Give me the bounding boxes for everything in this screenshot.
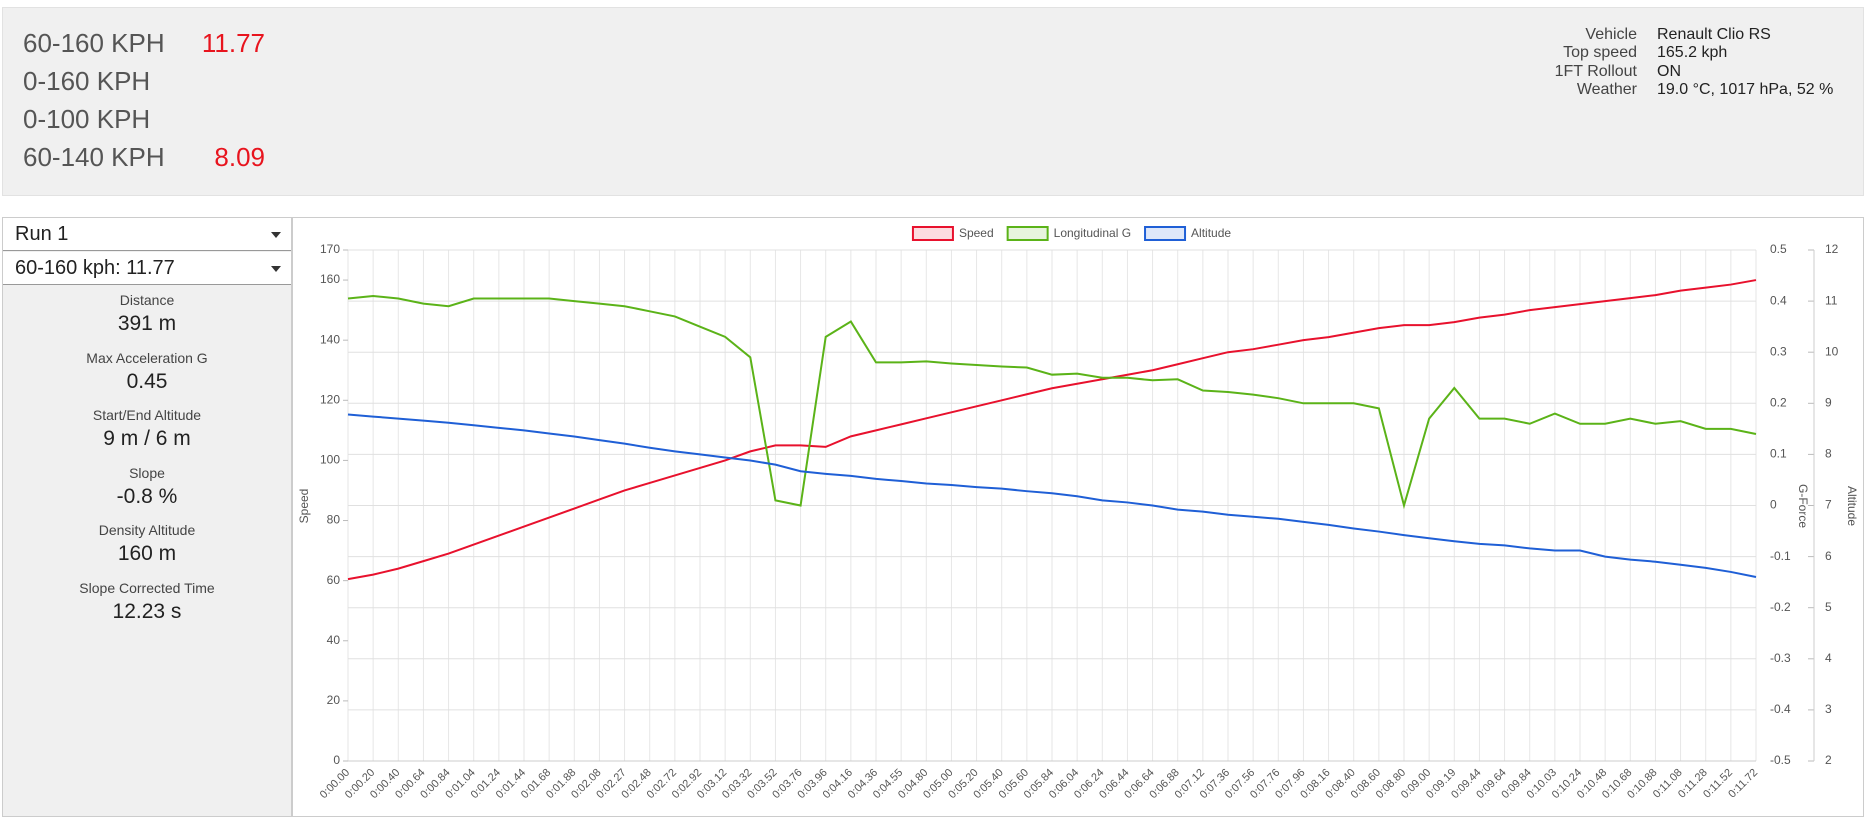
y3-tick-label: 2: [1825, 753, 1832, 767]
y2-tick-label: 0.4: [1770, 293, 1787, 307]
vehicle-value: 19.0 °C, 1017 hPa, 52 %: [1657, 80, 1834, 98]
series-line: [347, 294, 1757, 510]
y3-axis-title: Altitude: [1845, 486, 1859, 526]
y3-tick-label: 10: [1825, 344, 1839, 358]
y3-tick-label: 11: [1825, 293, 1838, 307]
y3-tick-label: 12: [1825, 242, 1839, 256]
stat-value: 0.45: [126, 369, 168, 393]
result-value: 11.77: [201, 28, 265, 58]
chart: 0:00.000:00.200:00.400:00.640:00.840:01.…: [292, 217, 1864, 817]
segment-select[interactable]: 60-160 kph: 11.77: [3, 252, 291, 285]
y2-tick-label: -0.2: [1770, 600, 1791, 614]
legend-swatch: [911, 226, 954, 241]
stat-value: 391 m: [117, 312, 177, 335]
y-tick-label: 160: [320, 272, 340, 286]
y-tick-label: 140: [320, 332, 340, 346]
y-tick-label: 20: [327, 693, 341, 707]
y3-tick-label: 9: [1825, 395, 1832, 409]
result-label: 0-160 KPH: [23, 66, 151, 96]
y-tick-label: 80: [327, 513, 341, 527]
y-tick-label: 170: [320, 242, 340, 256]
stat-value: 160 m: [117, 542, 177, 565]
y2-tick-label: 0.2: [1770, 395, 1787, 409]
stat-label: Slope Corrected Time: [79, 579, 215, 596]
y-tick-label: 120: [320, 392, 340, 406]
run-sidebar: Run 1 60-160 kph: 11.77 Distance 391 m Max…: [2, 217, 292, 817]
series-line: [347, 413, 1757, 579]
y2-tick-label: -0.4: [1770, 702, 1791, 716]
stat-value: 9 m / 6 m: [103, 427, 191, 450]
y3-tick-label: 5: [1825, 600, 1832, 614]
y2-tick-label: -0.1: [1770, 549, 1791, 563]
vehicle-key: Weather: [1576, 80, 1637, 98]
y3-tick-label: 6: [1825, 549, 1832, 563]
vehicle-key: Top speed: [1563, 44, 1637, 62]
stat-label: Max Acceleration G: [86, 349, 208, 366]
legend-label: Speed: [959, 226, 994, 240]
series-line: [347, 279, 1757, 581]
y3-tick-label: 3: [1825, 702, 1832, 716]
y-tick-label: 0: [333, 753, 340, 767]
y2-tick-label: 0.5: [1770, 242, 1787, 256]
y3-tick-label: 8: [1825, 447, 1832, 461]
legend: Speed Longitudinal G Altitude: [911, 226, 1231, 241]
vehicle-value: Renault Clio RS: [1657, 26, 1771, 43]
result-label: 0-100 KPH: [23, 104, 151, 134]
y2-axis-title: G-Force: [1796, 484, 1810, 528]
result-label: 60-160 KPH: [23, 28, 165, 58]
stat-label: Distance: [119, 292, 175, 308]
legend-label: Altitude: [1191, 226, 1231, 240]
y-axis-title: Speed: [297, 489, 311, 524]
stat-label: Density Altitude: [98, 522, 196, 538]
run-select[interactable]: Run 1: [3, 218, 291, 251]
y2-tick-label: 0: [1770, 498, 1777, 512]
y-tick-label: 100: [320, 453, 340, 467]
vehicle-key: Vehicle: [1585, 26, 1637, 43]
stat-value: -0.8 %: [116, 484, 178, 508]
stat-label: Start/End Altitude: [92, 407, 202, 423]
legend-swatch: [1006, 226, 1049, 241]
stat-value: 12.23 s: [112, 599, 182, 623]
vehicle-value: ON: [1657, 62, 1681, 80]
y3-tick-label: 7: [1825, 498, 1832, 512]
results-panel: 60-160 KPH 11.77 0-160 KPH 0-100 KPH 60-140 …: [2, 7, 1864, 196]
y2-tick-label: 0.3: [1770, 344, 1787, 358]
vehicle-key: 1FT Rollout: [1554, 62, 1637, 80]
y2-tick-label: 0.1: [1770, 447, 1787, 461]
y-tick-label: 60: [327, 573, 341, 587]
stat-label: Slope: [129, 464, 165, 481]
result-label: 60-140 KPH: [23, 142, 165, 172]
y2-tick-label: -0.5: [1770, 753, 1791, 767]
result-value: 8.09: [214, 142, 265, 172]
y2-tick-label: -0.3: [1770, 651, 1791, 665]
legend-swatch: [1144, 226, 1187, 241]
vehicle-value: 165.2 kph: [1657, 44, 1728, 62]
legend-label: Longitudinal G: [1054, 226, 1131, 240]
y-tick-label: 40: [327, 633, 341, 647]
y3-tick-label: 4: [1825, 651, 1832, 665]
